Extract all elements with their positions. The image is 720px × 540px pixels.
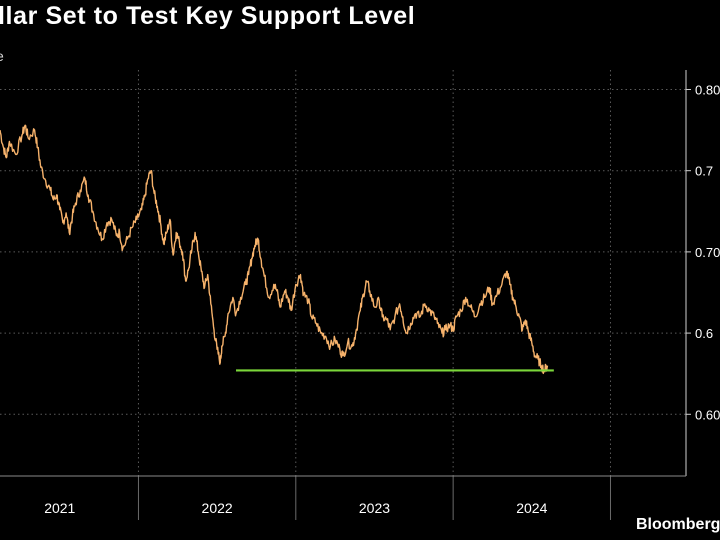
x-tick-label: 2022	[202, 500, 233, 516]
chart-title: llar Set to Test Key Support Level	[0, 2, 416, 30]
x-tick-label: 2023	[359, 500, 390, 516]
y-tick-label: 0.80	[695, 82, 720, 97]
grid	[0, 70, 686, 476]
chart-subtitle: e	[0, 48, 4, 64]
series-line	[0, 124, 549, 375]
x-tick-label: 2021	[44, 500, 75, 516]
x-tick-label: 2024	[516, 500, 547, 516]
axes	[0, 70, 691, 520]
y-tick-label: 0.70	[695, 245, 720, 260]
tick-labels: 0.60 0.6 0.70 0.7 0.80 2021 2022 2023 2024	[44, 82, 720, 516]
series-layer	[0, 124, 549, 375]
y-tick-label: 0.7	[695, 164, 713, 179]
source-credit: Bloomberg	[636, 516, 720, 533]
y-tick-label: 0.6	[695, 326, 713, 341]
y-tick-label: 0.60	[695, 407, 720, 422]
